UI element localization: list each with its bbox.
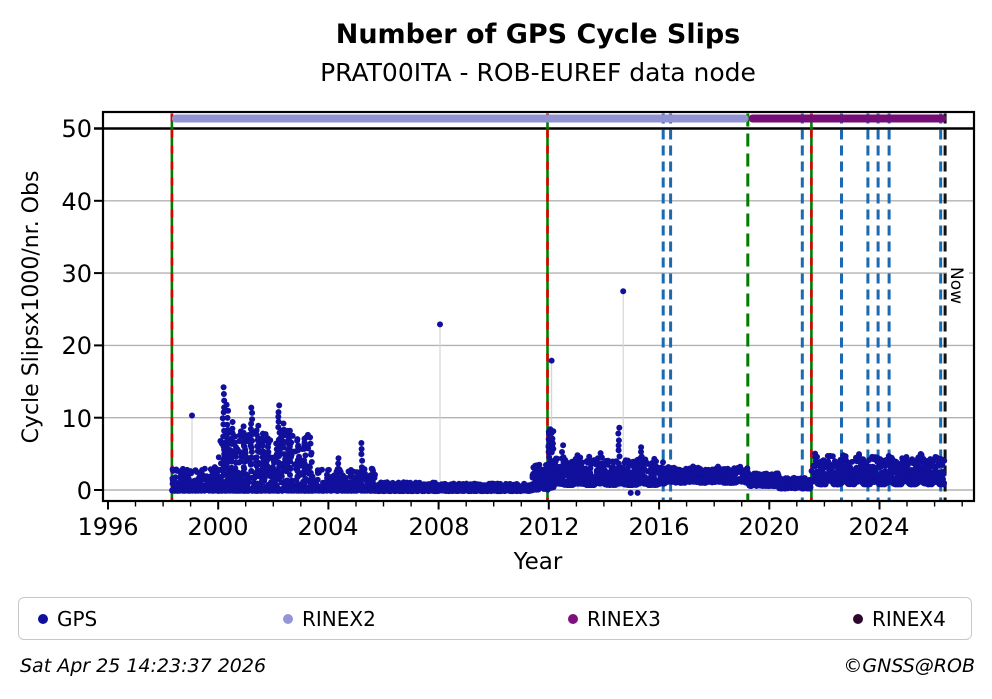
x-tick-2008: 2008	[408, 513, 469, 541]
x-tick-1996: 1996	[77, 513, 138, 541]
y-axis-label: Cycle Slipsx1000/nr. Obs	[19, 171, 44, 444]
legend-label-rinex2: RINEX2	[302, 606, 376, 631]
y-tick-30: 30	[61, 260, 92, 288]
y-tick-0: 0	[77, 477, 92, 505]
rinex2-marker	[283, 613, 293, 624]
legend-label-gps: GPS	[57, 606, 98, 631]
x-tick-2012: 2012	[518, 513, 579, 541]
chart-title: Number of GPS Cycle Slips	[336, 19, 741, 50]
x-axis-label: Year	[513, 549, 563, 575]
rinex3-marker	[568, 613, 578, 624]
x-tick-2024: 2024	[848, 513, 909, 541]
gridlines	[94, 127, 974, 491]
y-tick-20: 20	[61, 332, 92, 360]
legend-label-rinex3: RINEX3	[587, 606, 661, 631]
rinex4-marker	[853, 613, 863, 624]
chart-subtitle: PRAT00ITA - ROB-EUREF data node	[320, 58, 756, 87]
legend-item-rinex3: RINEX3	[568, 598, 661, 639]
legend-item-rinex2: RINEX2	[283, 598, 376, 639]
y-tick-40: 40	[61, 188, 92, 216]
axes	[94, 110, 976, 510]
legend-label-rinex4: RINEX4	[872, 606, 946, 631]
copyright-text: ©GNSS@ROB	[843, 655, 975, 677]
x-tick-2020: 2020	[738, 513, 799, 541]
legend-item-gps: GPS	[38, 598, 97, 639]
plot-layers	[94, 110, 976, 510]
gps-marker	[38, 613, 48, 624]
x-tick-2000: 2000	[187, 513, 248, 541]
now-label: Now	[946, 267, 966, 304]
x-tick-2016: 2016	[628, 513, 689, 541]
legend-item-rinex4: RINEX4	[853, 598, 946, 639]
scatter-points	[169, 288, 948, 496]
y-tick-50: 50	[61, 115, 92, 143]
x-tick-2004: 2004	[297, 513, 358, 541]
plot-timestamp: Sat Apr 25 14:23:37 2026	[20, 655, 267, 677]
legend: GPS RINEX2 RINEX3 RINEX4	[18, 597, 972, 640]
rinex-bars	[171, 114, 947, 123]
now-label-background	[947, 263, 969, 319]
y-tick-10: 10	[61, 405, 92, 433]
